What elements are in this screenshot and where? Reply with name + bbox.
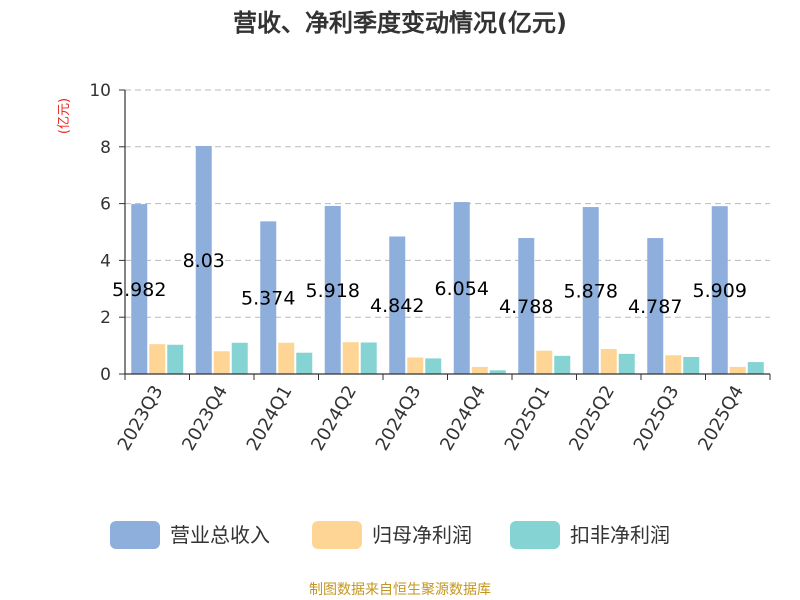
bar-series-2 xyxy=(471,366,488,374)
legend-swatch xyxy=(510,521,560,549)
source-note: 制图数据来自恒生聚源数据库 xyxy=(309,582,491,598)
bar-series-3 xyxy=(683,356,700,374)
x-tick-label: 2025Q1 xyxy=(501,382,555,454)
bar-series-2 xyxy=(278,342,295,374)
y-tick-label: 0 xyxy=(100,365,111,385)
legend-label: 扣非净利润 xyxy=(570,523,670,547)
legend: 营业总收入 归母净利润 扣非净利润 xyxy=(110,521,670,549)
x-tick-label: 2023Q3 xyxy=(114,382,168,454)
legend-label: 营业总收入 xyxy=(170,523,270,547)
x-ticks: 2023Q3 2023Q4 2024Q1 2024Q2 2024Q3 2024Q4 2025… xyxy=(114,374,771,454)
x-tick-label: 2024Q1 xyxy=(243,382,297,454)
bar-series-2 xyxy=(213,351,230,374)
x-tick-label: 2025Q4 xyxy=(694,382,748,454)
data-label: 5.878 xyxy=(564,281,618,303)
data-label: 5.918 xyxy=(306,280,360,302)
bar-series-3 xyxy=(360,342,377,374)
x-tick-label: 2025Q2 xyxy=(565,382,619,454)
bar-series-2 xyxy=(342,342,359,374)
bar-series-3 xyxy=(425,358,442,374)
data-labels: 5.982 8.03 5.374 5.918 4.842 6.054 4.788 5.878 4… xyxy=(112,250,747,318)
y-tick-label: 8 xyxy=(100,138,111,158)
bar-series-3 xyxy=(489,370,506,374)
bar-series-3 xyxy=(231,342,248,374)
legend-swatch xyxy=(110,521,160,549)
bar-series-3 xyxy=(747,362,764,374)
y-axis-label: (亿元) xyxy=(57,98,72,134)
data-label: 5.909 xyxy=(693,280,747,302)
bar-series-1 xyxy=(518,238,535,374)
legend-item[interactable]: 归母净利润 xyxy=(312,521,472,549)
bar-series-2 xyxy=(665,355,682,374)
bar-series-3 xyxy=(554,355,571,374)
bar-series-1 xyxy=(582,207,599,374)
x-tick-label: 2025Q3 xyxy=(630,382,684,454)
data-label: 4.842 xyxy=(370,295,424,317)
bar-series-1 xyxy=(389,236,406,374)
bar-series-2 xyxy=(149,344,166,374)
legend-swatch xyxy=(312,521,362,549)
x-tick-label: 2024Q2 xyxy=(307,382,361,454)
legend-label: 归母净利润 xyxy=(372,523,472,547)
y-tick-label: 4 xyxy=(100,251,111,271)
grid-lines xyxy=(125,89,770,318)
data-label: 4.787 xyxy=(628,296,682,318)
bar-series-1 xyxy=(711,206,728,374)
bar-series-1 xyxy=(131,204,148,374)
data-label: 5.982 xyxy=(112,279,166,301)
bar-series-1 xyxy=(453,202,470,374)
bar-series-2 xyxy=(600,349,617,374)
legend-item[interactable]: 扣非净利润 xyxy=(510,521,670,549)
legend-item[interactable]: 营业总收入 xyxy=(110,521,270,549)
bar-series-1 xyxy=(195,145,212,374)
x-tick-label: 2024Q3 xyxy=(372,382,426,454)
bar-series-2 xyxy=(407,357,424,374)
data-label: 5.374 xyxy=(241,288,295,310)
bar-series-2 xyxy=(536,350,553,374)
bar-series-2 xyxy=(729,366,746,374)
bar-series-3 xyxy=(167,344,184,374)
chart-title: 营收、净利季度变动情况(亿元) xyxy=(233,9,567,37)
data-label: 4.788 xyxy=(499,296,553,318)
bar-series-1 xyxy=(260,221,277,374)
bar-series-3 xyxy=(296,352,313,374)
x-tick-label: 2023Q4 xyxy=(178,382,232,454)
y-tick-label: 2 xyxy=(100,308,111,328)
data-label: 6.054 xyxy=(435,278,489,300)
data-label: 8.03 xyxy=(183,250,225,272)
y-ticks: 0 2 4 6 8 10 xyxy=(89,81,125,385)
x-tick-label: 2024Q4 xyxy=(436,382,490,454)
y-tick-label: 6 xyxy=(100,195,111,215)
axes xyxy=(124,90,770,375)
bar-series-1 xyxy=(324,205,341,374)
bars xyxy=(131,145,764,374)
bar-series-3 xyxy=(618,353,635,374)
bar-series-1 xyxy=(647,238,664,374)
y-tick-label: 10 xyxy=(89,81,111,101)
